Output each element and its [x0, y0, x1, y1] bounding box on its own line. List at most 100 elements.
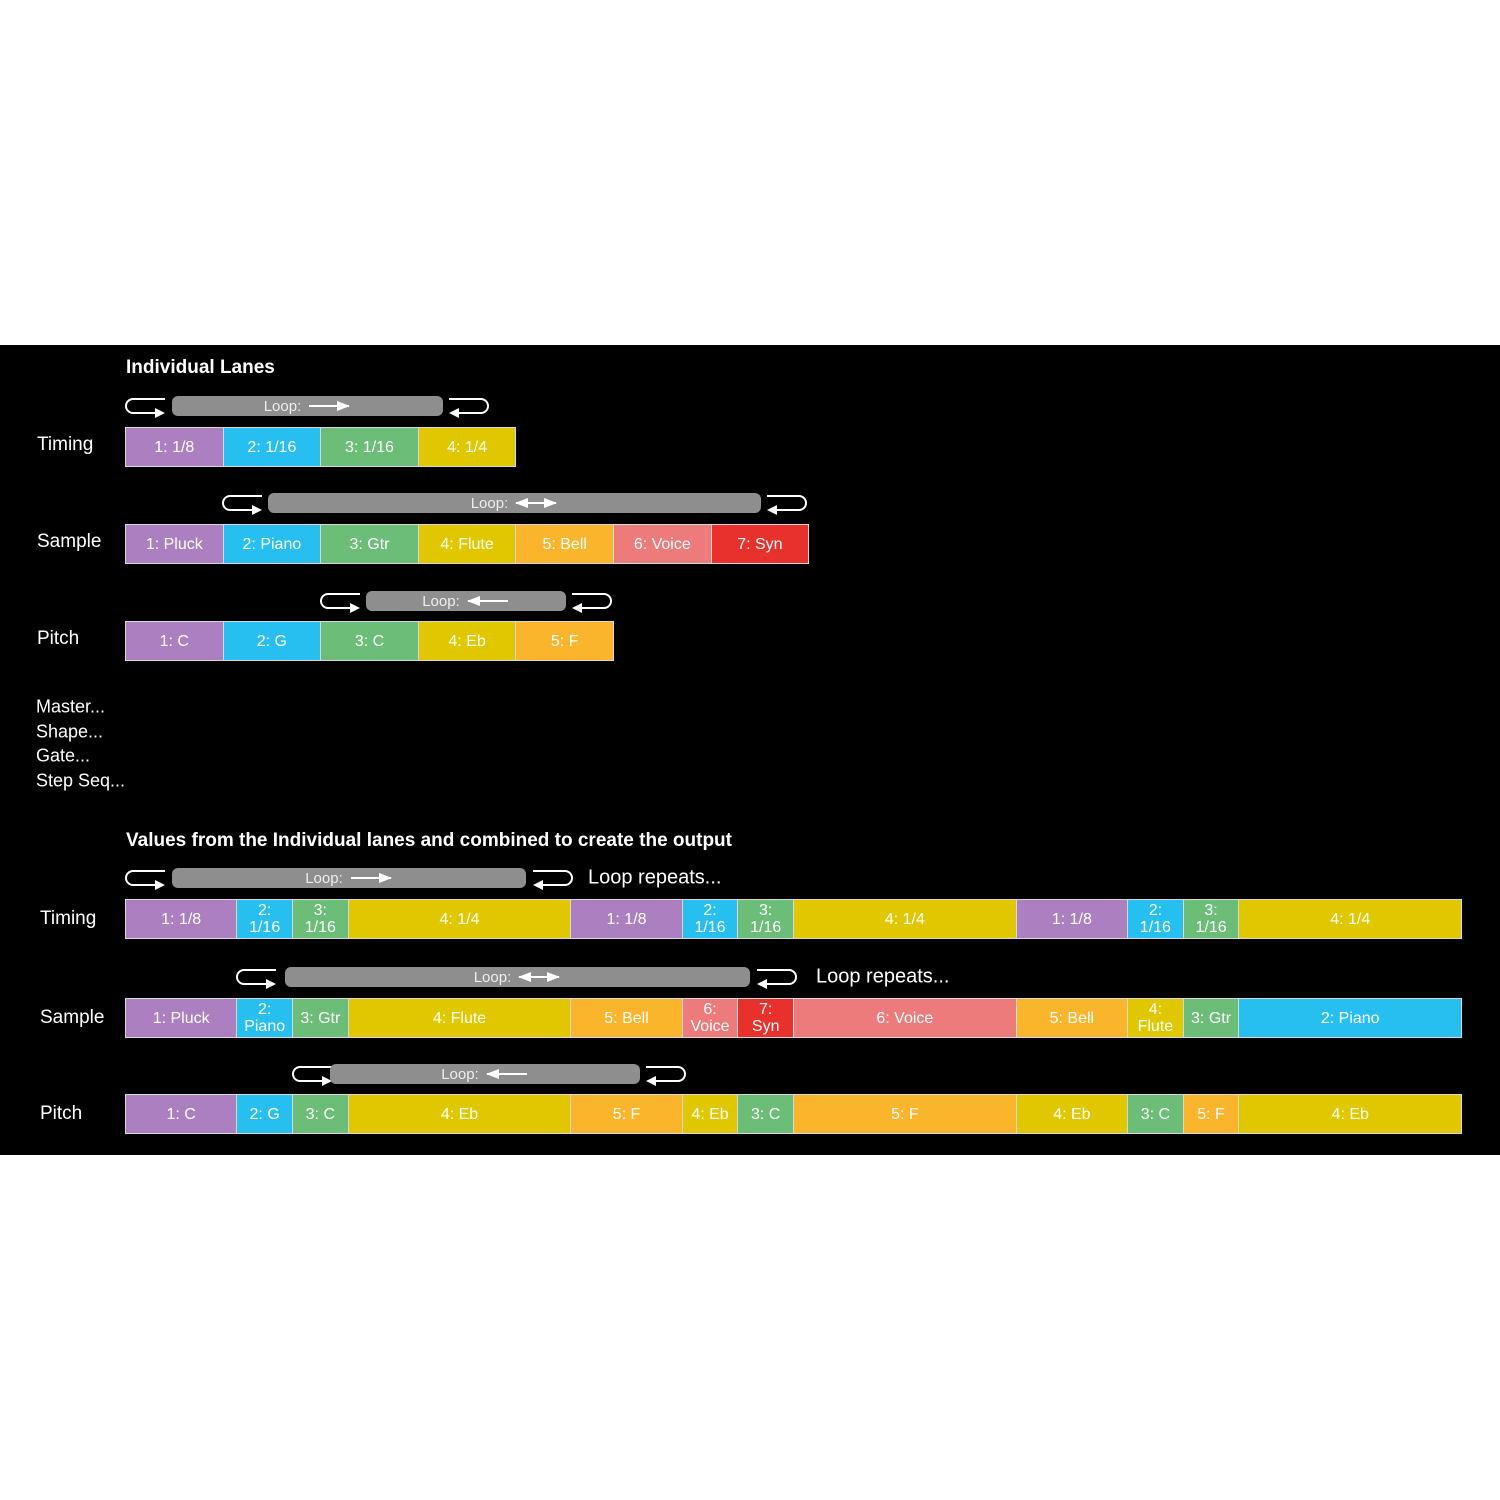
loop-arrow: [125, 870, 165, 890]
cell-label: 3: 1/16: [304, 902, 336, 936]
loop-repeats: Loop repeats...: [588, 866, 722, 889]
loop-label: Loop:: [441, 1065, 479, 1083]
lane-cell: 2: 1/16: [681, 899, 739, 939]
lane-cell: 1: C: [125, 1094, 238, 1134]
lane-cell: 7: Syn: [737, 998, 795, 1038]
loop-arrow: [533, 870, 573, 890]
cell-label: 5: Bell: [604, 1009, 649, 1027]
cell-label: 4: Eb: [1331, 1105, 1369, 1123]
cell-label: 1: 1/8: [606, 910, 647, 928]
lane-cell: 3: C: [320, 621, 419, 661]
lane-cell: 4: Eb: [681, 1094, 739, 1134]
lane-cell: 1: C: [125, 621, 224, 661]
loop-arrow: [320, 593, 360, 613]
lane-cell: 5: F: [570, 1094, 683, 1134]
lane-cell: 3: 1/16: [292, 899, 349, 939]
cell-label: 3: C: [1140, 1105, 1171, 1123]
loop-label: Loop:: [473, 968, 512, 986]
loop-repeats: Loop repeats...: [816, 965, 950, 988]
lane-cell: 4: Flute: [347, 998, 572, 1038]
loop-label: Loop:: [470, 494, 509, 512]
lane-cell: 3: 1/16: [737, 899, 795, 939]
cell-label: 2: Piano: [244, 1001, 286, 1035]
lane-label: Pitch: [37, 628, 80, 649]
lane-label: Pitch: [40, 1103, 83, 1124]
cell-label: 4: 1/4: [1330, 910, 1371, 928]
lane-cell: 5: F: [1182, 1094, 1240, 1134]
direction-icon: [466, 596, 508, 606]
cell-label: 5: Bell: [542, 535, 587, 553]
lane-cell: 6: Voice: [793, 998, 1017, 1038]
menu-item: Step Seq...: [36, 770, 126, 790]
loop-arrow: [222, 495, 262, 515]
cell-label: 7: Syn: [751, 1001, 780, 1035]
lane-cell: 1: 1/8: [570, 899, 683, 939]
lane-cell: 4: Eb: [347, 1094, 572, 1134]
loop-bar: Loop:: [285, 967, 750, 987]
lane-label: Sample: [37, 531, 102, 552]
menu-item: Shape...: [36, 721, 104, 741]
lane-cell: 2: G: [222, 621, 322, 661]
lane-cell: 3: C: [737, 1094, 795, 1134]
direction-icon: [350, 873, 392, 883]
cell-label: 4: Flute: [440, 535, 494, 553]
cell-label: 2: 1/16: [247, 438, 297, 456]
cell-label: 6: Voice: [633, 535, 691, 553]
cell-label: 2: G: [256, 632, 287, 650]
menu-item: Gate...: [36, 745, 91, 766]
loop-arrow: [757, 969, 797, 989]
cell-label: 3: 1/16: [1195, 902, 1227, 936]
cell-label: 4: Eb: [691, 1105, 729, 1123]
cell-label: 4: 1/4: [884, 910, 925, 928]
direction-icon: [309, 401, 351, 411]
loop-label: Loop:: [263, 397, 302, 415]
cell-label: 6: Voice: [690, 1001, 730, 1035]
lane-cell: 7: Syn: [710, 524, 810, 564]
cell-label: 5: F: [1197, 1105, 1225, 1123]
menu-item: Master...: [36, 696, 106, 717]
loop-bar: Loop:: [366, 591, 566, 611]
loop-arrow: [236, 969, 276, 989]
cell-label: 1: C: [159, 632, 189, 650]
lane-cell: 4: 1/4: [793, 899, 1017, 939]
cell-label: 1: 1/8: [1051, 910, 1092, 928]
cell-label: 2: Piano: [1320, 1009, 1380, 1027]
loop-arrow: [125, 398, 165, 418]
lane-cell: 4: 1/4: [417, 427, 517, 467]
cell-label: 3: 1/16: [345, 438, 394, 456]
lane-cell: 5: Bell: [570, 998, 683, 1038]
lane-cell: 2: 1/16: [222, 427, 322, 467]
lane-cell: 3: Gtr: [292, 998, 349, 1038]
loop-arrow: [767, 495, 807, 515]
cell-label: 1: Pluck: [145, 535, 203, 553]
loop-bar: Loop:: [172, 868, 526, 888]
cell-label: 3: Gtr: [300, 1009, 341, 1027]
lane-cell: 2: 1/16: [236, 899, 293, 939]
lane-cell: 1: 1/8: [125, 427, 224, 467]
direction-icon: [518, 972, 561, 982]
lane-cell: 5: Bell: [515, 524, 614, 564]
cell-label: 5: Bell: [1049, 1009, 1095, 1027]
cell-label: 3: C: [305, 1105, 335, 1123]
cell-label: 4: 1/4: [447, 438, 488, 456]
lane-cell: 3: C: [1127, 1094, 1184, 1134]
direction-icon: [485, 1069, 527, 1079]
cell-label: 1: Pluck: [152, 1009, 210, 1027]
cell-label: 1: 1/8: [154, 438, 195, 456]
cell-label: 2: 1/16: [1139, 902, 1171, 936]
lane-cell: 4: 1/4: [347, 899, 572, 939]
cell-label: 4: 1/4: [439, 910, 480, 928]
lane-cell: 2: 1/16: [1127, 899, 1184, 939]
loop-arrow: [292, 1066, 332, 1086]
loop-arrow: [572, 593, 612, 613]
cell-label: 6: Voice: [876, 1009, 934, 1027]
lane-cell: 3: 1/16: [1182, 899, 1240, 939]
lane-label: Sample: [40, 1007, 105, 1028]
cell-label: 4: Eb: [448, 632, 486, 650]
lane-cell: 1: Pluck: [125, 524, 224, 564]
cell-label: 3: C: [354, 632, 385, 650]
lane-cell: 6: Voice: [613, 524, 712, 564]
loop-bar: Loop:: [268, 493, 761, 513]
cell-label: 7: Syn: [737, 535, 783, 553]
